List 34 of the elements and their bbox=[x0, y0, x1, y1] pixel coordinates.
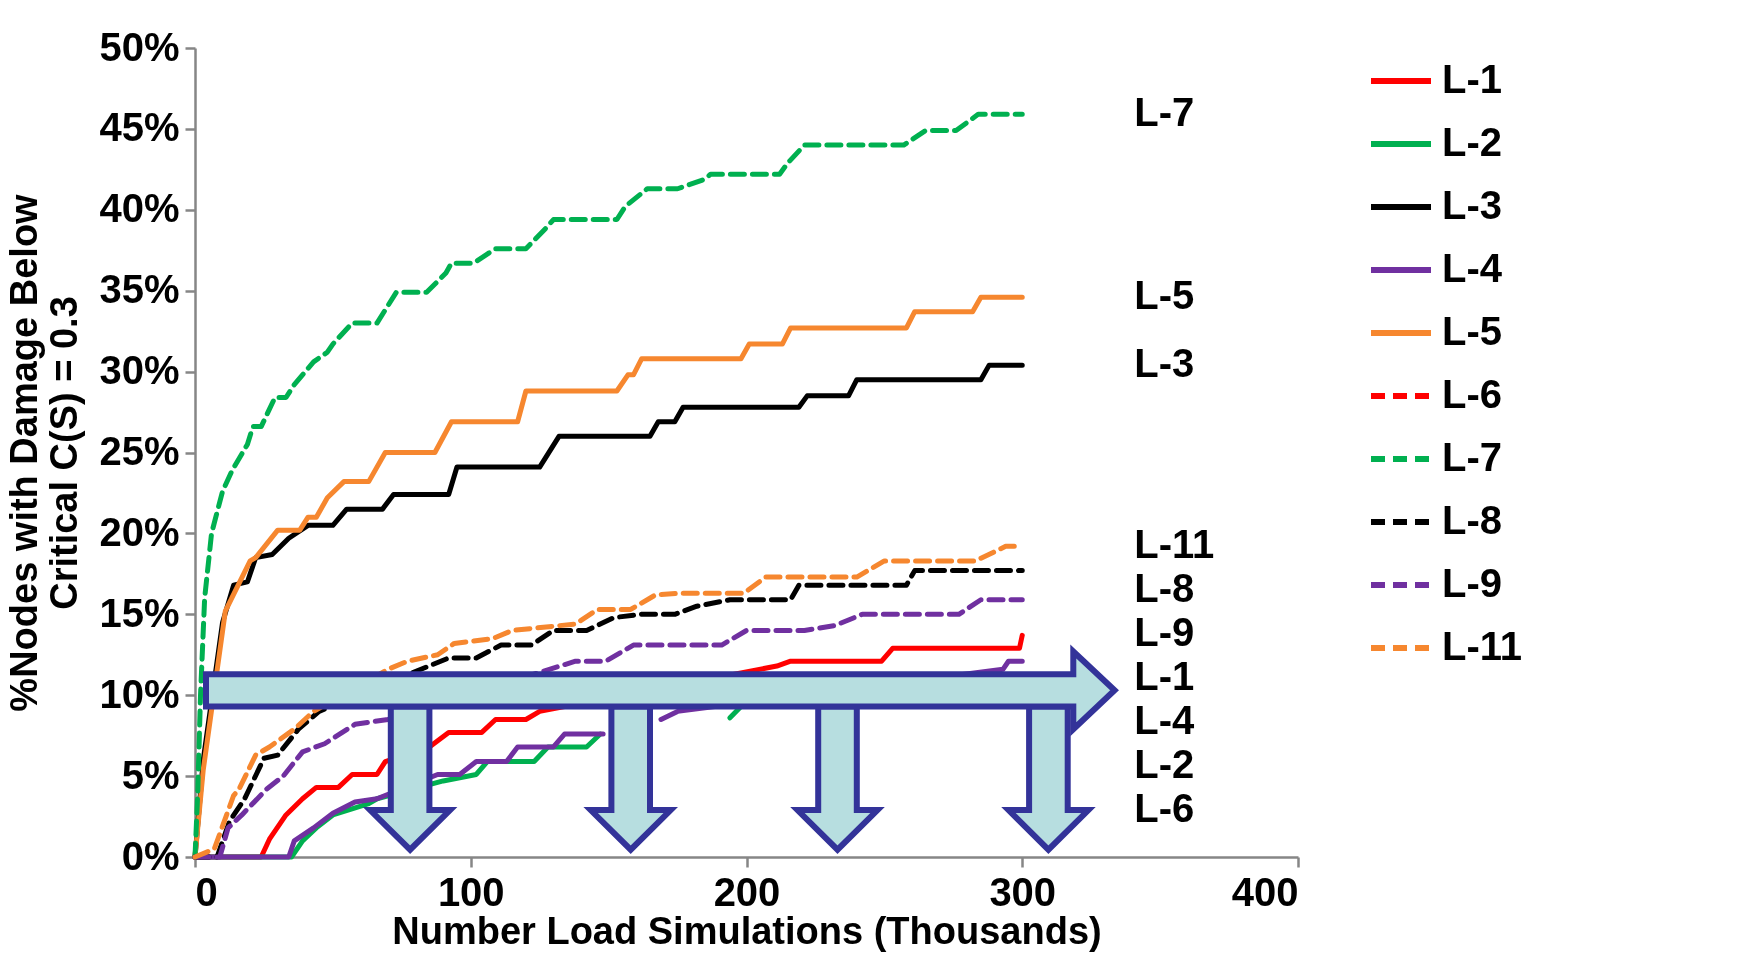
y-tick-label: 35% bbox=[99, 267, 180, 312]
text: L-2 bbox=[1134, 742, 1195, 787]
y-axis-title: %Nodes with Damage Below Critical C(S) = 0.3 bbox=[3, 193, 86, 712]
text: L-6 bbox=[1134, 786, 1195, 831]
text: L-8 bbox=[1134, 566, 1195, 611]
text: L-11 bbox=[1134, 522, 1215, 567]
x-tick-label: 400 bbox=[1231, 869, 1299, 914]
legend-label: L-1 bbox=[1442, 57, 1502, 101]
x-tick-label: 0 bbox=[195, 869, 218, 914]
y-tick-label: 15% bbox=[99, 590, 180, 635]
legend-label: L-11 bbox=[1442, 624, 1523, 668]
text: L-4 bbox=[1134, 698, 1195, 743]
legend-label: L-7 bbox=[1442, 435, 1502, 479]
y-tick-label: 45% bbox=[99, 105, 180, 150]
text: L-3 bbox=[1134, 341, 1195, 386]
text: L-9 bbox=[1134, 610, 1195, 655]
legend-label: L-6 bbox=[1442, 372, 1502, 416]
legend-label: L-3 bbox=[1442, 183, 1502, 227]
legend-label: L-9 bbox=[1442, 561, 1502, 605]
text: L-5 bbox=[1134, 273, 1195, 318]
legend-label: L-8 bbox=[1442, 498, 1502, 542]
y-tick-label: 5% bbox=[121, 752, 180, 797]
y-tick-label: 25% bbox=[99, 429, 180, 473]
y-tick-label: 40% bbox=[99, 186, 180, 231]
y-tick-label: 0% bbox=[121, 833, 180, 878]
text: L-1 bbox=[1134, 654, 1195, 699]
y-tick-label: 10% bbox=[99, 671, 180, 716]
legend-label: L-2 bbox=[1442, 120, 1502, 164]
legend-label: L-5 bbox=[1442, 309, 1502, 353]
legend-label: L-4 bbox=[1442, 246, 1503, 290]
text: L-7 bbox=[1134, 90, 1195, 135]
y-tick-label: 20% bbox=[99, 509, 180, 554]
y-tick-label: 50% bbox=[99, 24, 180, 69]
y-tick-label: 30% bbox=[99, 348, 180, 393]
